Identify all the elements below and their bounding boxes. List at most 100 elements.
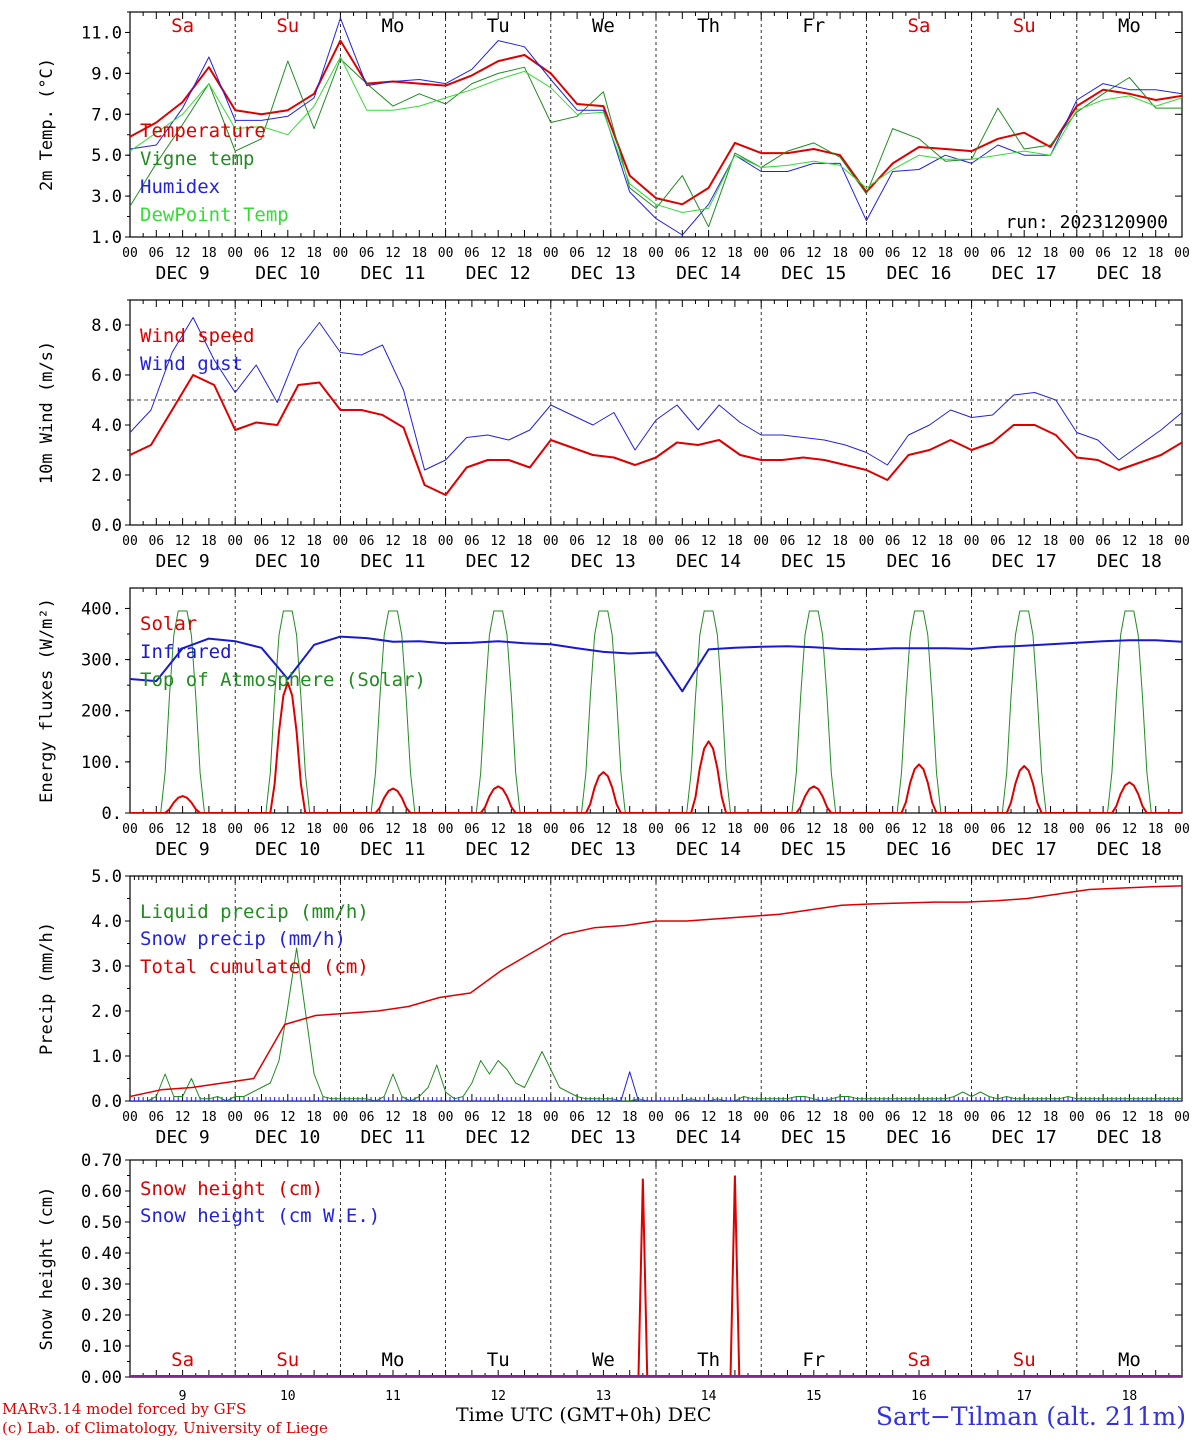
- hour-label: 18: [517, 534, 533, 549]
- hour-label: 06: [674, 1110, 690, 1125]
- plot-area: [130, 317, 1182, 496]
- series-line-snow-height: [130, 1175, 1182, 1377]
- hour-label: 18: [306, 1110, 322, 1125]
- plot-area: [130, 17, 1182, 236]
- hour-label: 12: [175, 534, 191, 549]
- hour-label: 00: [122, 822, 138, 837]
- y-axis-label: 10m Wind (m/s): [37, 341, 57, 484]
- date-label: DEC 11: [360, 551, 425, 572]
- hour-label: 06: [674, 822, 690, 837]
- hour-label: 12: [911, 822, 927, 837]
- y-tick-label: 9.0: [91, 64, 122, 84]
- hour-label: 00: [227, 1110, 243, 1125]
- series-line-1: [130, 947, 1182, 1101]
- hour-label: 00: [543, 246, 559, 261]
- hour-label: 12: [911, 246, 927, 261]
- day-number: 14: [701, 1389, 717, 1404]
- hour-label: 18: [1148, 1110, 1164, 1125]
- date-label: DEC 13: [571, 1127, 636, 1148]
- date-label: DEC 13: [571, 263, 636, 284]
- date-label: DEC 16: [886, 839, 951, 860]
- legend-entry: Solar: [140, 613, 197, 635]
- y-tick-label: 0.20: [81, 1306, 122, 1326]
- hour-label: 18: [727, 1110, 743, 1125]
- hour-label: 18: [411, 822, 427, 837]
- date-label: DEC 14: [676, 263, 741, 284]
- date-label: DEC 12: [466, 839, 531, 860]
- hour-label: 18: [622, 246, 638, 261]
- hour-label: 00: [648, 246, 664, 261]
- hour-label: 18: [1148, 822, 1164, 837]
- legend-entry: Wind gust: [140, 353, 243, 375]
- hour-label: 12: [490, 1110, 506, 1125]
- y-tick-label: 0.0: [91, 1092, 122, 1112]
- date-label: DEC 14: [676, 839, 741, 860]
- day-name: Mo: [382, 1349, 405, 1371]
- hour-label: 18: [1043, 822, 1059, 837]
- panel-1: 1.0 3.0 5.0 7.0 9.0 11.0 2m Temp. (°C) 00 06 12 18…: [37, 11, 1190, 284]
- series-line-3: [130, 17, 1182, 236]
- series-line-1: [130, 39, 1182, 206]
- legend-entry: Total cumulated (cm): [140, 956, 369, 978]
- y-axis-label: Energy fluxes (W/m²): [37, 598, 57, 803]
- hour-label: 00: [543, 1110, 559, 1125]
- y-tick-label: 7.0: [91, 105, 122, 125]
- hour-label: 00: [122, 534, 138, 549]
- hour-label: 00: [227, 246, 243, 261]
- date-label: DEC 16: [886, 263, 951, 284]
- date-label: DEC 12: [466, 551, 531, 572]
- hour-label: 12: [385, 534, 401, 549]
- date-label: DEC 16: [886, 1127, 951, 1148]
- legend-entry: Top of Atmosphere (Solar): [140, 669, 426, 691]
- hour-label: 06: [990, 534, 1006, 549]
- y-tick-label: 0.: [102, 804, 122, 824]
- hour-label: 00: [1069, 534, 1085, 549]
- panel-frame: [129, 587, 1183, 814]
- plot-area: [130, 610, 1182, 813]
- hour-label: 18: [622, 534, 638, 549]
- hour-label: 12: [596, 246, 612, 261]
- hour-label: 12: [1122, 534, 1138, 549]
- hour-label: 00: [227, 822, 243, 837]
- date-label: DEC 18: [1097, 1127, 1162, 1148]
- date-label: DEC 9: [156, 1127, 210, 1148]
- hour-label: 00: [227, 534, 243, 549]
- y-tick-label: 0.40: [81, 1244, 122, 1264]
- day-name: Su: [276, 15, 299, 37]
- hour-label: 12: [1016, 534, 1032, 549]
- day-number: 13: [596, 1389, 612, 1404]
- footer-xlabel: Time UTC (GMT+0h) DEC: [456, 1404, 712, 1426]
- legend-entry: Snow precip (mm/h): [140, 928, 346, 950]
- day-name: Tu: [487, 1349, 510, 1371]
- legend-entry: Snow height (cm): [140, 1178, 323, 1200]
- hour-label: 00: [1174, 534, 1190, 549]
- hour-label: 12: [490, 822, 506, 837]
- hour-label: 12: [701, 534, 717, 549]
- day-number: 15: [806, 1389, 822, 1404]
- hour-label: 18: [306, 822, 322, 837]
- hour-label: 18: [517, 822, 533, 837]
- footer-model: MARv3.14 model forced by GFS: [2, 1400, 247, 1418]
- hour-label: 00: [1069, 246, 1085, 261]
- hour-label: 12: [490, 534, 506, 549]
- day-name: Mo: [1118, 15, 1141, 37]
- hour-label: 12: [911, 1110, 927, 1125]
- legend-entry: Wind speed: [140, 325, 254, 347]
- date-label: DEC 11: [360, 1127, 425, 1148]
- day-name: Sa: [171, 15, 194, 37]
- y-tick-label: 1.0: [91, 1047, 122, 1067]
- hour-label: 12: [911, 534, 927, 549]
- hour-label: 18: [937, 534, 953, 549]
- hour-label: 00: [753, 822, 769, 837]
- hour-label: 00: [859, 1110, 875, 1125]
- hour-label: 00: [438, 1110, 454, 1125]
- series-line-toa: [130, 610, 1182, 813]
- day-number: 9: [179, 1389, 187, 1404]
- y-tick-label: 0.00: [81, 1368, 122, 1388]
- hour-label: 18: [306, 534, 322, 549]
- hour-label: 12: [596, 1110, 612, 1125]
- hour-label: 18: [411, 534, 427, 549]
- day-number: 10: [280, 1389, 296, 1404]
- hour-label: 06: [990, 822, 1006, 837]
- hour-label: 00: [648, 822, 664, 837]
